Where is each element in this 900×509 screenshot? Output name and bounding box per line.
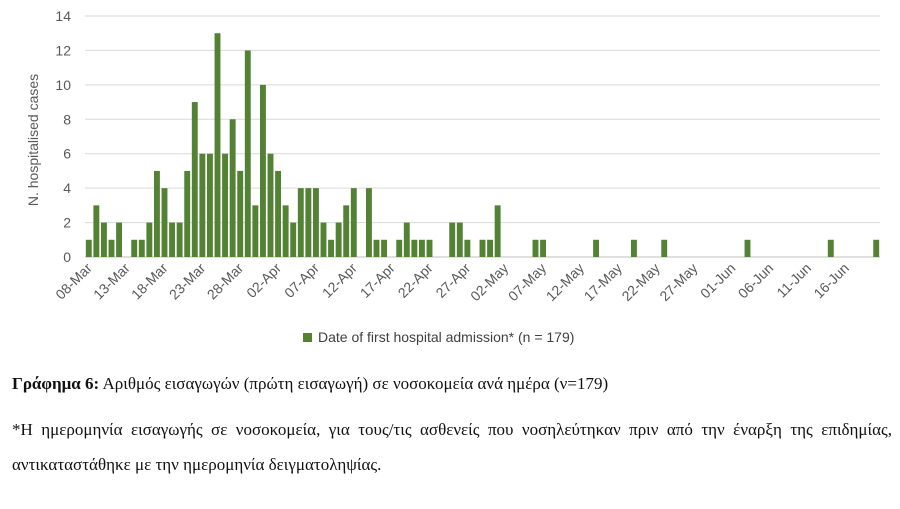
y-tick-label: 6 [63, 146, 71, 162]
x-tick-label: 18-Mar [128, 260, 171, 303]
y-axis-tick-labels: 0 2 4 6 8 10 12 14 [55, 8, 71, 265]
bar [873, 239, 880, 257]
bar [464, 239, 471, 257]
x-tick-label: 12-Apr [319, 260, 360, 301]
bar [191, 102, 198, 257]
legend-swatch [303, 333, 312, 342]
bar [290, 222, 297, 257]
legend-label: Date of first hospital admission* (n = 1… [318, 329, 574, 345]
y-tick-label: 10 [55, 77, 71, 93]
bar [630, 239, 637, 257]
bar [169, 222, 176, 257]
x-tick-label: 11-Jun [773, 260, 814, 301]
legend: Date of first hospital admission* (n = 1… [303, 329, 574, 345]
bar [199, 153, 206, 257]
y-tick-label: 0 [63, 249, 71, 265]
bar [320, 222, 327, 257]
bar [350, 188, 357, 257]
x-tick-label: 02-Apr [243, 260, 284, 301]
bar [93, 205, 100, 257]
y-axis-label: N. hospitalised cases [25, 74, 41, 206]
y-tick-label: 2 [63, 215, 71, 231]
bar [297, 188, 304, 257]
figure-caption-text: Αριθμός εισαγωγών (πρώτη εισαγωγή) σε νο… [99, 374, 609, 393]
bar [214, 33, 221, 257]
x-tick-label: 23-Mar [166, 260, 209, 303]
x-tick-label: 12-May [543, 260, 587, 304]
bar [312, 188, 319, 257]
bar [146, 222, 153, 257]
bar [176, 222, 183, 257]
bar [661, 239, 668, 257]
bar [222, 153, 229, 257]
figure-footnote: *Η ημερομηνία εισαγωγής σε νοσοκομεία, γ… [12, 420, 892, 474]
bar [494, 205, 501, 257]
bar [411, 239, 418, 257]
bar [138, 239, 145, 257]
bar [282, 205, 289, 257]
bar [161, 188, 168, 257]
bar [116, 222, 123, 257]
bar [184, 170, 191, 257]
bar [131, 239, 138, 257]
x-axis-tick-labels: 08-Mar13-Mar18-Mar23-Mar28-Mar02-Apr07-A… [52, 260, 852, 305]
x-tick-label: 07-May [505, 260, 549, 304]
bar [259, 84, 266, 257]
bar [532, 239, 539, 257]
x-tick-label: 07-Apr [281, 260, 322, 301]
x-tick-label: 17-Apr [357, 260, 398, 301]
bar-series [85, 33, 880, 258]
bar [487, 239, 494, 257]
figure-caption: Γράφημα 6: Αριθμός εισαγωγών (πρώτη εισα… [12, 374, 892, 394]
bar [593, 239, 600, 257]
bar [540, 239, 547, 257]
bar [153, 170, 160, 257]
x-tick-label: 17-May [581, 260, 625, 304]
bar [449, 222, 456, 257]
bar [335, 222, 342, 257]
x-tick-label: 28-Mar [204, 260, 247, 303]
hospital-admissions-chart: 0 2 4 6 8 10 12 14 08-Mar13-Mar18-Mar23-Mar28-M… [25, 8, 880, 345]
bar [328, 239, 335, 257]
x-tick-label: 13-Mar [90, 260, 133, 303]
bar [373, 239, 380, 257]
x-tick-label: 27-May [656, 260, 700, 304]
bar [206, 153, 213, 257]
bar [252, 205, 259, 257]
bar [229, 119, 236, 258]
bar [85, 239, 92, 257]
bar [456, 222, 463, 257]
bar [418, 239, 425, 257]
bar [237, 170, 244, 257]
bar [403, 222, 410, 257]
bar [108, 239, 115, 257]
bar [305, 188, 312, 257]
x-tick-label: 08-Mar [52, 260, 95, 303]
bar [381, 239, 388, 257]
bar [479, 239, 486, 257]
x-tick-label: 22-May [618, 260, 662, 304]
y-tick-label: 4 [63, 180, 71, 196]
bar [244, 50, 251, 257]
bar [275, 170, 282, 257]
y-tick-label: 12 [55, 42, 71, 58]
x-tick-label: 01-Jun [697, 260, 739, 302]
bar [267, 153, 274, 257]
x-tick-label: 22-Apr [395, 260, 436, 301]
bar [744, 239, 751, 257]
bar [365, 188, 372, 257]
x-tick-label: 16-Jun [810, 260, 852, 302]
bar [827, 239, 834, 257]
y-tick-label: 14 [55, 8, 71, 24]
bar [396, 239, 403, 257]
y-tick-label: 8 [63, 111, 71, 127]
bar [426, 239, 433, 257]
x-tick-label: 06-Jun [735, 260, 777, 302]
figure-caption-label: Γράφημα 6: [12, 374, 100, 393]
bar [343, 205, 350, 257]
bar [100, 222, 107, 257]
x-tick-label: 02-May [467, 260, 511, 304]
